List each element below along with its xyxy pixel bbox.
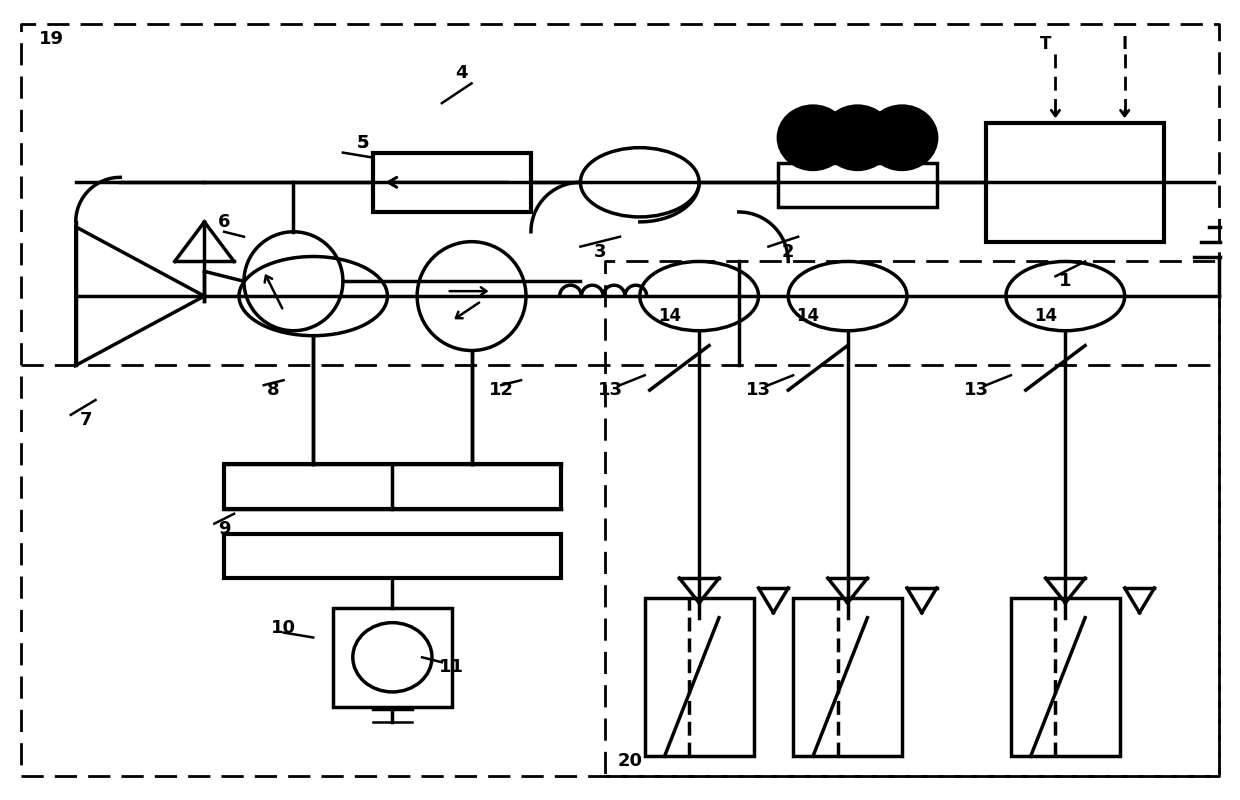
Bar xyxy=(779,162,936,207)
Text: 12: 12 xyxy=(489,381,513,399)
Ellipse shape xyxy=(823,106,892,170)
Text: 13: 13 xyxy=(746,381,771,399)
Bar xyxy=(794,598,901,756)
Text: I: I xyxy=(1122,34,1127,53)
Bar xyxy=(224,534,560,578)
Text: 4: 4 xyxy=(455,65,467,82)
Bar xyxy=(224,464,560,509)
Ellipse shape xyxy=(779,106,848,170)
Bar xyxy=(334,608,451,706)
Text: 13: 13 xyxy=(598,381,622,399)
Text: 8: 8 xyxy=(268,381,280,399)
Text: 1: 1 xyxy=(1059,272,1071,290)
Text: 14: 14 xyxy=(658,307,681,325)
Ellipse shape xyxy=(868,106,936,170)
Text: 11: 11 xyxy=(439,658,464,676)
Text: 13: 13 xyxy=(963,381,988,399)
Bar xyxy=(372,153,531,212)
Text: 2: 2 xyxy=(782,242,795,261)
Bar xyxy=(1011,598,1120,756)
Bar xyxy=(645,598,754,756)
Text: 14: 14 xyxy=(1034,307,1056,325)
Text: 3: 3 xyxy=(594,242,606,261)
Text: T: T xyxy=(1040,34,1052,53)
Text: ......: ...... xyxy=(944,279,988,303)
Text: 20: 20 xyxy=(618,752,642,770)
Text: 9: 9 xyxy=(218,520,231,538)
Text: 14: 14 xyxy=(796,307,820,325)
Text: 5: 5 xyxy=(356,134,370,152)
Bar xyxy=(986,123,1164,242)
Text: 10: 10 xyxy=(272,618,296,637)
Text: 7: 7 xyxy=(79,410,92,429)
Text: 6: 6 xyxy=(218,213,231,231)
Text: 19: 19 xyxy=(38,30,63,48)
Text: 5: 5 xyxy=(356,134,370,152)
